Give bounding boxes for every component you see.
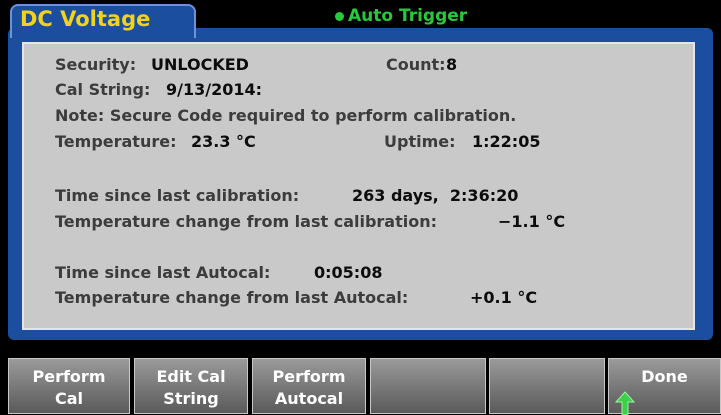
softkey[interactable]: Done — [608, 358, 721, 415]
trigger-dot — [335, 12, 344, 21]
popup — [22, 42, 695, 330]
value: 1:22:05 — [472, 132, 541, 151]
mode-label: DC Voltage — [20, 7, 151, 31]
softkey-label: Done — [641, 367, 688, 386]
value: +0.1 °C — [470, 288, 538, 307]
label: Temperature change from last Autocal: — [55, 288, 409, 307]
softkey-label: Autocal — [274, 389, 344, 408]
value: 263 days, 2:36:20 — [352, 186, 519, 205]
label: Time since last Autocal: — [55, 263, 271, 282]
mode-tab — [10, 4, 196, 38]
softkey-label: String — [163, 389, 219, 408]
value: 9/13/2014: — [166, 80, 263, 99]
up-arrow-icon — [615, 391, 635, 415]
softkey[interactable] — [370, 358, 486, 414]
value: UNLOCKED — [151, 55, 249, 74]
value: −1.1 °C — [498, 212, 566, 231]
softkey-label: Cal — [54, 389, 84, 408]
softkey[interactable]: Perform Cal — [8, 358, 130, 414]
label: Security: — [55, 55, 137, 74]
label: Temperature change from last calibration… — [55, 212, 438, 231]
value: 0:05:08 — [314, 263, 383, 282]
softkey-label: Edit Cal — [156, 367, 226, 386]
value: 8 — [446, 55, 458, 74]
trigger-label: Auto Trigger — [348, 6, 468, 26]
label: Cal String: — [55, 80, 151, 99]
softkey[interactable] — [489, 358, 605, 414]
value: 23.3 °C — [191, 132, 256, 151]
label: Temperature: — [55, 132, 177, 151]
softkey-label: Perform — [272, 367, 346, 386]
label: Time since last calibration: — [55, 186, 300, 205]
label: Uptime: — [384, 132, 456, 151]
softkey[interactable]: Perform Autocal — [252, 358, 366, 414]
label: Count: — [386, 55, 446, 74]
softkey[interactable]: Edit Cal String — [134, 358, 248, 414]
softkey-label: Perform — [32, 367, 106, 386]
note: Note: Secure Code required to perform ca… — [55, 106, 517, 125]
